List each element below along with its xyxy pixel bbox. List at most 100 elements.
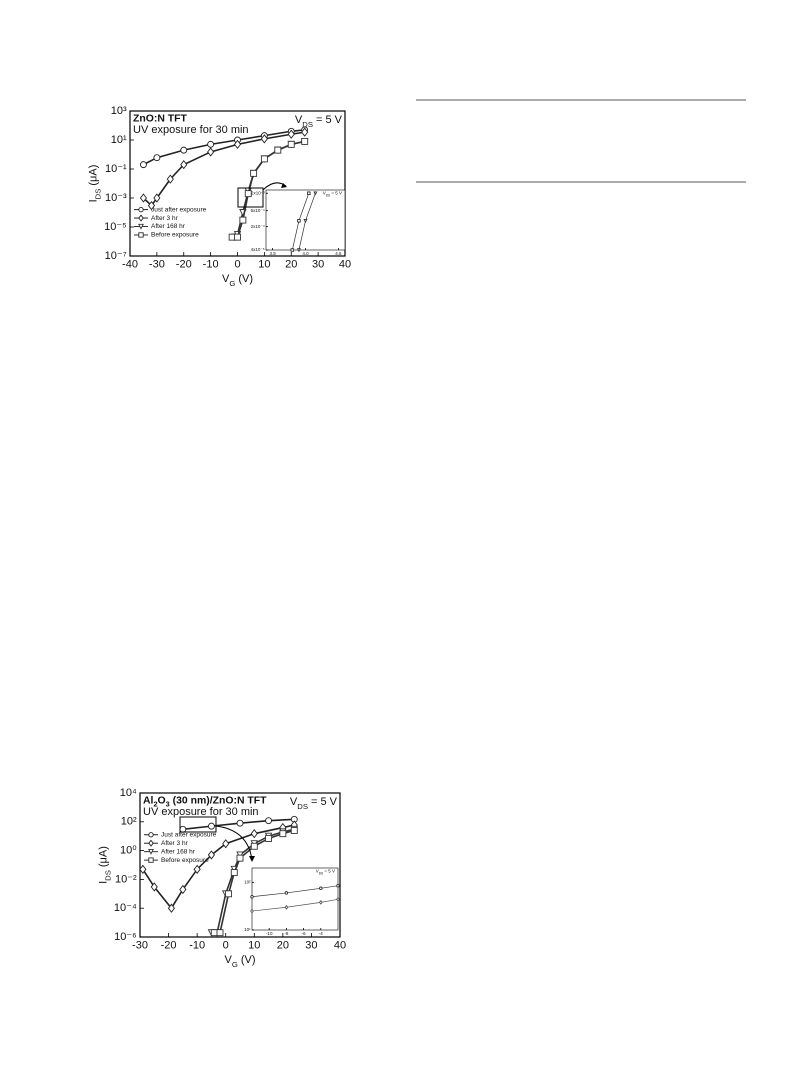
text-part: (V) xyxy=(238,954,256,966)
marker xyxy=(225,890,233,898)
marker xyxy=(290,827,298,834)
y-tick-label: 10⁻³ xyxy=(105,192,127,204)
x-tick-label: -20 xyxy=(161,940,177,952)
marker xyxy=(279,830,287,838)
text-part: I xyxy=(98,881,110,884)
marker xyxy=(180,159,188,170)
marker xyxy=(265,817,273,825)
subscript: DS xyxy=(326,193,330,197)
legend-label: After 3 hr xyxy=(151,215,179,222)
text-part: = 5 V xyxy=(330,191,342,196)
x-tick-label: 40 xyxy=(334,940,346,952)
x-tick-label: 4.5 xyxy=(335,251,342,256)
marker xyxy=(138,214,144,222)
y-tick-label: 2x10⁻³ xyxy=(251,190,265,195)
x-tick-label: -30 xyxy=(149,259,165,271)
text-part: O xyxy=(158,795,166,806)
arrow-head xyxy=(281,183,287,188)
series-line xyxy=(143,129,305,166)
subscript: 2 xyxy=(153,800,157,809)
marker xyxy=(193,864,201,874)
series-line xyxy=(142,824,295,910)
x-tick-label: 40 xyxy=(339,259,351,271)
text-part: Al xyxy=(143,795,154,806)
y-tick-label: 10² xyxy=(244,880,251,885)
text-part: V xyxy=(222,273,230,285)
marker xyxy=(180,146,188,154)
marker xyxy=(307,191,311,195)
x-tick-label: 30 xyxy=(312,259,324,271)
text-part: V xyxy=(224,954,232,966)
chart-subtitle: UV exposure for 30 min xyxy=(143,806,259,818)
series-line xyxy=(142,131,305,207)
marker xyxy=(236,854,244,862)
marker xyxy=(138,232,144,238)
text-part: (30 nm)/ZnO:N TFT xyxy=(170,795,267,806)
marker xyxy=(138,223,144,230)
marker xyxy=(260,134,268,144)
marker xyxy=(207,850,215,860)
subscript: G xyxy=(229,279,235,288)
marker xyxy=(139,161,147,169)
legend-label: Before exposure xyxy=(151,232,199,239)
x-tick-label: -4 xyxy=(319,931,323,936)
marker xyxy=(301,137,309,145)
x-tick-label: 3.5 xyxy=(269,251,276,256)
marker xyxy=(153,193,161,203)
subscript: DS xyxy=(297,801,308,810)
marker xyxy=(250,908,254,914)
marker xyxy=(239,216,247,224)
marker xyxy=(284,891,289,895)
y-tick-label: 10⁻⁴ xyxy=(114,902,137,914)
marker xyxy=(260,155,268,163)
legend-label: Just after exposure xyxy=(161,831,217,838)
marker xyxy=(250,169,258,177)
marker xyxy=(284,904,289,910)
figures: -40 -30 -20 -10 0 10 20 30 4010³10¹10⁻¹10⁻³10⁻⁵1… xyxy=(88,105,352,969)
subscript: DS xyxy=(103,870,112,881)
marker xyxy=(236,819,244,827)
arrow-head xyxy=(249,856,255,862)
x-tick-label: -10 xyxy=(266,931,273,936)
x-tick-label: -10 xyxy=(203,259,219,271)
marker xyxy=(207,822,215,830)
y-tick-label: 10⁴ xyxy=(120,787,137,799)
plot-frame xyxy=(251,867,339,931)
chart-title: Al2O3 (30 nm)/ZnO:N TFT xyxy=(143,795,267,809)
x-tick-label: -8 xyxy=(284,931,288,936)
marker xyxy=(234,233,241,241)
annotation: VDS = 5 V xyxy=(290,796,338,811)
y-tick-label: 10⁻⁵ xyxy=(104,221,127,233)
annotation: VDS = 5 V xyxy=(323,191,342,198)
legend-label: After 168 hr xyxy=(151,223,186,230)
marker xyxy=(297,219,301,223)
chart-subtitle: UV exposure for 30 min xyxy=(133,124,249,136)
marker xyxy=(301,127,309,137)
marker xyxy=(296,248,301,253)
marker xyxy=(250,829,258,839)
y-tick-label: 10¹ xyxy=(244,927,251,932)
marker xyxy=(336,883,340,888)
text-part: V xyxy=(295,114,303,126)
marker xyxy=(139,193,148,203)
marker xyxy=(287,129,295,139)
y-tick-label: 6x10⁻⁴ xyxy=(251,208,265,213)
y-tick-label: 10² xyxy=(121,816,137,828)
marker xyxy=(153,154,161,162)
marker xyxy=(244,190,252,198)
x-tick-label: 10 xyxy=(258,259,270,271)
marker xyxy=(230,869,238,876)
chart-title: ZnO:N TFT xyxy=(133,113,188,124)
marker xyxy=(150,882,158,892)
marker xyxy=(207,140,215,148)
x-tick-label: 30 xyxy=(305,940,317,952)
inset-arrow xyxy=(215,825,253,861)
y-tick-label: 10⁻⁶ xyxy=(114,931,137,943)
x-tick-label: 0 xyxy=(234,259,240,271)
series-line xyxy=(251,885,339,898)
marker xyxy=(265,834,273,842)
marker xyxy=(250,842,258,850)
marker xyxy=(290,248,295,252)
marker xyxy=(336,896,340,902)
text-part: V xyxy=(290,796,298,808)
